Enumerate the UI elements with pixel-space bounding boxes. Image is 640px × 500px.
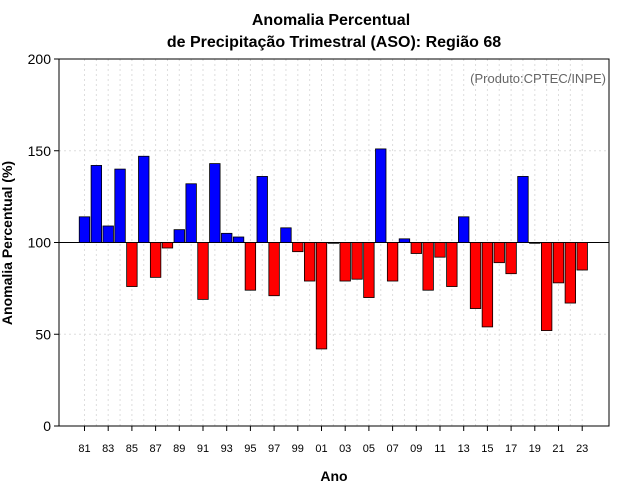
bar-17	[505, 242, 517, 275]
bar-94	[232, 236, 245, 243]
x-tick-label: 13	[458, 443, 470, 455]
bar-04	[351, 242, 363, 280]
bar-01	[315, 242, 328, 350]
chart-subtitle: de Precipitação Trimestral (ASO): Região…	[167, 34, 501, 51]
source-annotation: (Produto:CPTEC/INPE)	[470, 71, 606, 86]
bar-81	[78, 216, 91, 243]
x-axis: 81 83 85 87 89 91 93 95 97 99 01 03 05 07 09 11 13 15 17 19…	[78, 426, 588, 455]
bar-83	[102, 225, 114, 243]
bar-87	[149, 242, 162, 278]
x-tick-label: 19	[529, 443, 541, 455]
x-tick-label: 05	[363, 443, 375, 455]
bar-98	[280, 227, 292, 243]
bar-08	[398, 238, 411, 243]
x-tick-label: 11	[434, 443, 445, 455]
x-tick-label: 87	[149, 443, 161, 455]
x-tick-label: 91	[197, 443, 209, 455]
chart-title: Anomalia Percentual	[252, 12, 410, 29]
bar-18	[517, 176, 529, 243]
x-axis-title: Ano	[320, 468, 347, 484]
bar-89	[173, 229, 185, 243]
bar-11	[434, 242, 446, 258]
y-tick-label: 0	[43, 418, 51, 434]
y-tick-label: 150	[28, 143, 52, 159]
bar-21	[552, 242, 565, 284]
bar-14	[469, 242, 482, 309]
bar-15	[481, 242, 494, 328]
bar-22	[564, 242, 576, 304]
bar-96	[256, 176, 268, 243]
x-tick-label: 93	[221, 443, 233, 455]
bar-82	[90, 165, 102, 243]
y-axis: 0 50 100 150 200	[28, 51, 59, 434]
bar-97	[268, 242, 280, 297]
x-tick-label: 99	[292, 443, 304, 455]
x-tick-label: 95	[244, 443, 256, 455]
x-tick-label: 97	[268, 443, 280, 455]
x-tick-label: 21	[552, 443, 564, 455]
x-tick-label: 01	[315, 443, 327, 455]
y-tick-label: 200	[28, 51, 52, 67]
x-tick-label: 81	[78, 443, 90, 455]
bar-12	[446, 242, 458, 287]
bar-16	[493, 242, 505, 264]
x-tick-label: 07	[386, 443, 398, 455]
bar-23	[576, 242, 588, 271]
bar-09	[410, 242, 422, 254]
y-tick-label: 50	[35, 326, 51, 342]
bar-84	[114, 168, 126, 243]
bars	[78, 148, 588, 350]
bar-07	[386, 242, 399, 282]
bar-86	[138, 155, 150, 243]
x-tick-label: 23	[576, 443, 588, 455]
bar-95	[244, 242, 257, 291]
bar-00	[303, 242, 316, 282]
x-tick-label: 17	[505, 443, 517, 455]
bar-05	[363, 242, 375, 298]
bar-02	[327, 242, 340, 244]
bar-10	[422, 242, 434, 291]
y-axis-title: Anomalia Percentual (%)	[0, 161, 15, 325]
bar-90	[185, 183, 197, 243]
bar-91	[197, 242, 209, 300]
bar-19	[529, 242, 541, 244]
x-tick-label: 15	[481, 443, 493, 455]
y-tick-label: 100	[28, 235, 52, 251]
grid-lines	[59, 59, 609, 426]
bar-88	[161, 242, 174, 249]
bar-03	[339, 242, 351, 282]
bar-93	[221, 232, 233, 243]
x-tick-label: 83	[102, 443, 114, 455]
bar-99	[292, 242, 304, 253]
bar-13	[458, 216, 470, 243]
bar-20	[541, 242, 553, 331]
x-tick-label: 85	[126, 443, 138, 455]
bar-85	[126, 242, 138, 287]
bar-92	[209, 163, 221, 243]
x-tick-label: 09	[410, 443, 422, 455]
bar-06	[375, 148, 387, 243]
x-tick-label: 03	[339, 443, 351, 455]
x-tick-label: 89	[173, 443, 185, 455]
